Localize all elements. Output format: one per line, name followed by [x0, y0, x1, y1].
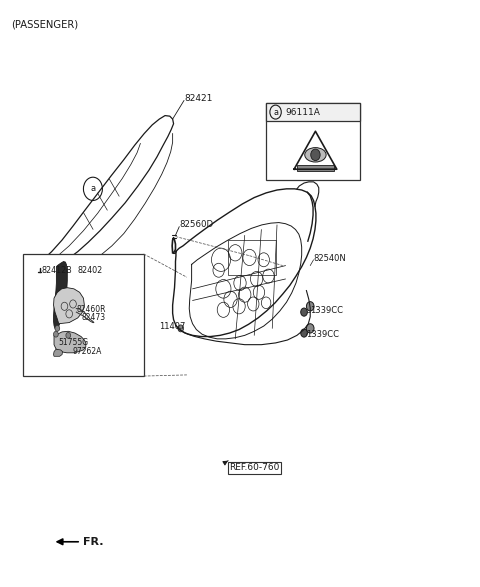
Text: a: a [273, 107, 278, 117]
FancyBboxPatch shape [266, 103, 360, 180]
Text: (PASSENGER): (PASSENGER) [12, 20, 78, 30]
Circle shape [54, 331, 58, 337]
Text: 82421: 82421 [184, 94, 212, 103]
Text: 82540N: 82540N [313, 254, 346, 263]
Text: REF.60-760: REF.60-760 [229, 463, 279, 473]
Text: 51755G: 51755G [59, 339, 89, 348]
FancyBboxPatch shape [297, 166, 334, 171]
Text: FR.: FR. [84, 537, 104, 546]
FancyBboxPatch shape [23, 254, 144, 376]
Text: 82460R: 82460R [76, 305, 106, 314]
Circle shape [311, 149, 320, 161]
Text: 11407: 11407 [159, 322, 186, 330]
Ellipse shape [305, 147, 326, 162]
Circle shape [306, 324, 314, 333]
Circle shape [55, 325, 60, 331]
Circle shape [66, 332, 71, 338]
Text: 82473: 82473 [81, 313, 105, 322]
Circle shape [301, 308, 307, 316]
Circle shape [301, 329, 307, 337]
Text: 82412B: 82412B [42, 266, 72, 275]
Polygon shape [54, 288, 84, 324]
Text: a: a [90, 184, 96, 193]
Text: 82560D: 82560D [179, 220, 214, 230]
FancyBboxPatch shape [266, 103, 360, 121]
Circle shape [306, 302, 314, 311]
Text: 82402: 82402 [78, 266, 103, 275]
Polygon shape [54, 331, 86, 353]
Text: 1339CC: 1339CC [306, 330, 339, 339]
Circle shape [178, 325, 183, 332]
Text: 1339CC: 1339CC [310, 306, 343, 315]
Text: 97262A: 97262A [73, 347, 102, 356]
Text: 96111A: 96111A [285, 107, 320, 117]
Polygon shape [54, 262, 67, 329]
Polygon shape [54, 349, 62, 356]
